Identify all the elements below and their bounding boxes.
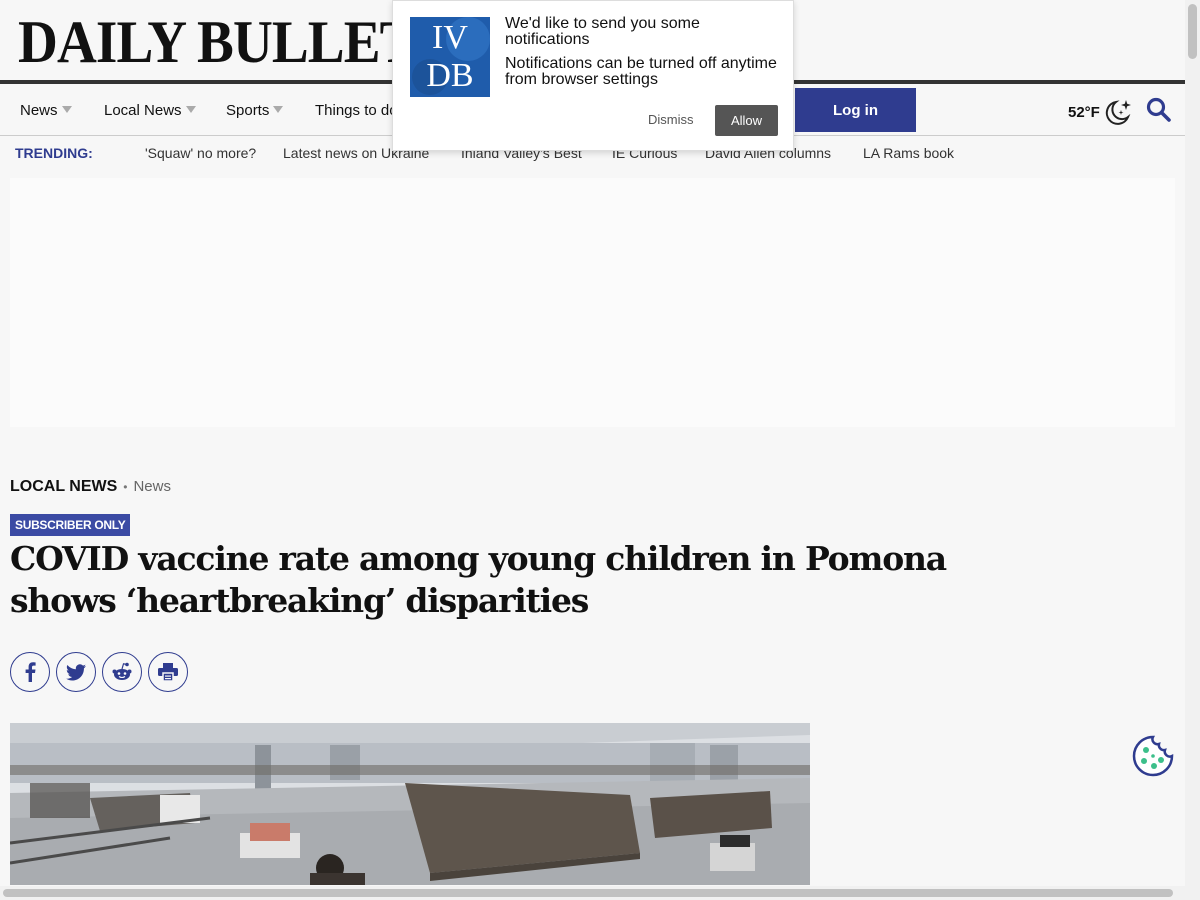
notification-title: We'd like to send you some notifications — [505, 15, 700, 48]
trending-label: TRENDING: — [15, 145, 93, 161]
vertical-scroll-thumb[interactable] — [1188, 4, 1197, 59]
weather-widget[interactable]: 52°F — [1068, 98, 1133, 126]
notification-prompt: IV DB We'd like to send you some notific… — [392, 0, 794, 151]
horizontal-scroll-thumb[interactable] — [3, 889, 1173, 897]
twitter-share-button[interactable] — [56, 652, 96, 692]
printer-icon — [158, 663, 178, 681]
subscriber-badge: SUBSCRIBER ONLY — [10, 514, 131, 536]
caret-down-icon — [273, 106, 284, 113]
facebook-share-button[interactable] — [10, 652, 50, 692]
allow-button[interactable]: Allow — [715, 105, 778, 136]
photo-illustration — [10, 723, 810, 885]
nav-item-sports[interactable]: Sports — [226, 102, 284, 119]
reddit-share-button[interactable] — [102, 652, 142, 692]
logo-sunburst — [410, 17, 490, 97]
twitter-icon — [66, 663, 86, 680]
facebook-icon — [25, 662, 36, 682]
nav-item-label: Things to do — [315, 102, 398, 119]
print-button[interactable] — [148, 652, 188, 692]
article-headline: COVID vaccine rate among young children … — [10, 539, 947, 620]
breadcrumb: LOCAL NEWS • News — [10, 478, 171, 496]
nav-item-news[interactable]: News — [20, 102, 72, 119]
nav-item-label: Local News — [104, 102, 182, 119]
nav-item-things-to-do[interactable]: Things to do — [315, 102, 398, 119]
trending-link[interactable]: 'Squaw' no more? — [145, 145, 257, 161]
reddit-icon — [112, 662, 132, 680]
moon-stars-icon — [1105, 100, 1131, 125]
caret-down-icon — [61, 106, 72, 113]
nav-item-local-news[interactable]: Local News — [104, 102, 196, 119]
article-photo — [10, 723, 810, 885]
nav-item-label: Sports — [226, 102, 270, 119]
share-buttons — [10, 652, 188, 692]
nav-item-label: News — [20, 102, 58, 119]
weather-temp: 52°F — [1068, 103, 1100, 121]
dismiss-button[interactable]: Dismiss — [648, 112, 694, 127]
login-button[interactable]: Log in — [795, 88, 916, 132]
subsection-link[interactable]: News — [133, 478, 171, 495]
trending-link[interactable]: LA Rams book — [863, 145, 955, 161]
notification-body: Notifications can be turned off anytime … — [505, 55, 777, 88]
section-link[interactable]: LOCAL NEWS — [10, 478, 118, 495]
ad-slot — [10, 178, 1175, 427]
search-icon[interactable] — [1146, 97, 1172, 123]
cookie-settings-icon[interactable] — [1132, 735, 1174, 777]
notification-logo: IV DB — [410, 17, 490, 97]
caret-down-icon — [185, 106, 196, 113]
horizontal-scrollbar[interactable] — [0, 886, 1200, 900]
vertical-scrollbar[interactable] — [1185, 0, 1200, 886]
notification-logo-text: IV DB — [426, 19, 474, 94]
separator-dot: • — [123, 480, 128, 494]
